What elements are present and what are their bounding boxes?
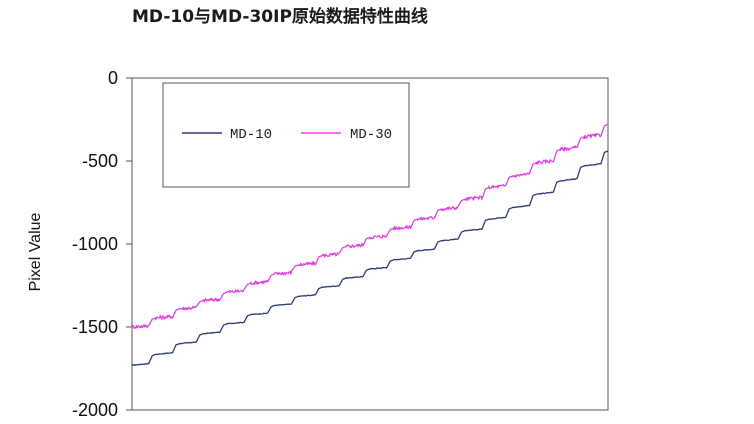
y-tick-label: -500	[82, 151, 118, 171]
y-tick-label: 0	[108, 68, 118, 88]
legend-label: MD-30	[350, 127, 392, 143]
legend-box	[162, 82, 410, 188]
y-axis-label: Pixel Value	[27, 212, 44, 291]
y-tick-label: -2000	[72, 400, 118, 420]
chart-title: MD-10与MD-30IP原始数据特性曲线	[132, 7, 428, 27]
legend: MD-10 MD-30	[162, 82, 410, 188]
series-line-md-30	[131, 123, 609, 330]
y-tick-label: -1000	[72, 234, 118, 254]
y-tick-label: -1500	[72, 317, 118, 337]
series-line-md-10	[131, 150, 609, 366]
legend-label: MD-10	[230, 127, 272, 143]
